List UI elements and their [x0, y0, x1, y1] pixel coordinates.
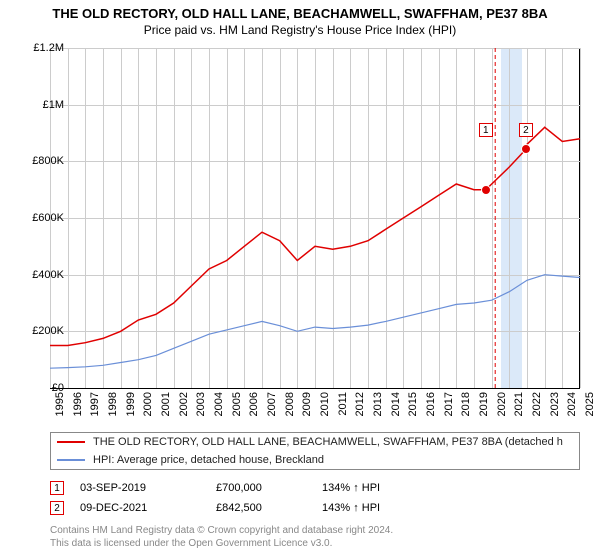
- sale-pct: 134% ↑ HPI: [322, 482, 380, 494]
- y-axis-label: £200K: [32, 325, 64, 337]
- x-axis-label: 2016: [425, 392, 437, 416]
- x-axis-label: 2017: [443, 392, 455, 416]
- series-property_price: [50, 127, 580, 345]
- sale-pct: 143% ↑ HPI: [322, 502, 380, 514]
- x-axis-label: 2018: [460, 392, 472, 416]
- sale-price: £842,500: [216, 502, 306, 514]
- legend-label: HPI: Average price, detached house, Brec…: [93, 454, 324, 466]
- x-axis-label: 2014: [390, 392, 402, 416]
- chart-title: THE OLD RECTORY, OLD HALL LANE, BEACHAMW…: [0, 0, 600, 21]
- sale-row: 1 03-SEP-2019 £700,000 134% ↑ HPI: [50, 478, 580, 498]
- footnote: Contains HM Land Registry data © Crown c…: [50, 524, 393, 550]
- series-hpi: [50, 275, 580, 369]
- gridline-vertical: [580, 48, 581, 388]
- sale-price: £700,000: [216, 482, 306, 494]
- chart-subtitle: Price paid vs. HM Land Registry's House …: [0, 23, 600, 37]
- x-axis-label: 2022: [531, 392, 543, 416]
- x-axis-label: 2008: [284, 392, 296, 416]
- gridline-horizontal: [50, 388, 580, 389]
- legend-item: THE OLD RECTORY, OLD HALL LANE, BEACHAMW…: [51, 433, 579, 451]
- y-axis-label: £400K: [32, 269, 64, 281]
- footnote-line: This data is licensed under the Open Gov…: [50, 537, 393, 550]
- x-axis-label: 2020: [496, 392, 508, 416]
- x-axis-label: 1996: [72, 392, 84, 416]
- x-axis-label: 2003: [195, 392, 207, 416]
- x-axis-label: 1997: [89, 392, 101, 416]
- sale-date: 03-SEP-2019: [80, 482, 200, 494]
- x-axis-label: 1998: [107, 392, 119, 416]
- x-axis-label: 2015: [407, 392, 419, 416]
- legend-label: THE OLD RECTORY, OLD HALL LANE, BEACHAMW…: [93, 436, 563, 448]
- sales-table: 1 03-SEP-2019 £700,000 134% ↑ HPI 2 09-DEC-20…: [50, 478, 580, 518]
- series-lines: [50, 48, 580, 388]
- y-axis-label: £1.2M: [33, 42, 64, 54]
- x-axis-label: 2013: [372, 392, 384, 416]
- x-axis-label: 2019: [478, 392, 490, 416]
- y-axis-label: £600K: [32, 212, 64, 224]
- x-axis-label: 2012: [354, 392, 366, 416]
- sale-date: 09-DEC-2021: [80, 502, 200, 514]
- x-axis-label: 2024: [566, 392, 578, 416]
- marker-label: 2: [519, 123, 533, 137]
- legend-swatch: [57, 441, 85, 443]
- x-axis-label: 2006: [248, 392, 260, 416]
- footnote-line: Contains HM Land Registry data © Crown c…: [50, 524, 393, 537]
- legend-box: THE OLD RECTORY, OLD HALL LANE, BEACHAMW…: [50, 432, 580, 470]
- legend-swatch: [57, 459, 85, 461]
- x-axis-label: 2023: [549, 392, 561, 416]
- sale-row: 2 09-DEC-2021 £842,500 143% ↑ HPI: [50, 498, 580, 518]
- x-axis-label: 2025: [584, 392, 596, 416]
- marker-label: 1: [479, 123, 493, 137]
- x-axis-label: 1995: [54, 392, 66, 416]
- x-axis-label: 2000: [142, 392, 154, 416]
- marker-dot: [481, 185, 491, 195]
- sale-marker: 2: [50, 501, 64, 515]
- x-axis-label: 2001: [160, 392, 172, 416]
- x-axis-label: 2011: [337, 392, 349, 416]
- chart-plot-area: 12: [50, 48, 580, 388]
- x-axis-label: 2004: [213, 392, 225, 416]
- x-axis-label: 2010: [319, 392, 331, 416]
- x-axis-label: 2009: [301, 392, 313, 416]
- marker-dot: [521, 144, 531, 154]
- x-axis-label: 1999: [125, 392, 137, 416]
- legend-item: HPI: Average price, detached house, Brec…: [51, 451, 579, 469]
- x-axis-label: 2021: [513, 392, 525, 416]
- y-axis-label: £1M: [43, 99, 64, 111]
- x-axis-label: 2007: [266, 392, 278, 416]
- y-axis-label: £800K: [32, 155, 64, 167]
- x-axis-label: 2005: [231, 392, 243, 416]
- sale-marker: 1: [50, 481, 64, 495]
- x-axis-label: 2002: [178, 392, 190, 416]
